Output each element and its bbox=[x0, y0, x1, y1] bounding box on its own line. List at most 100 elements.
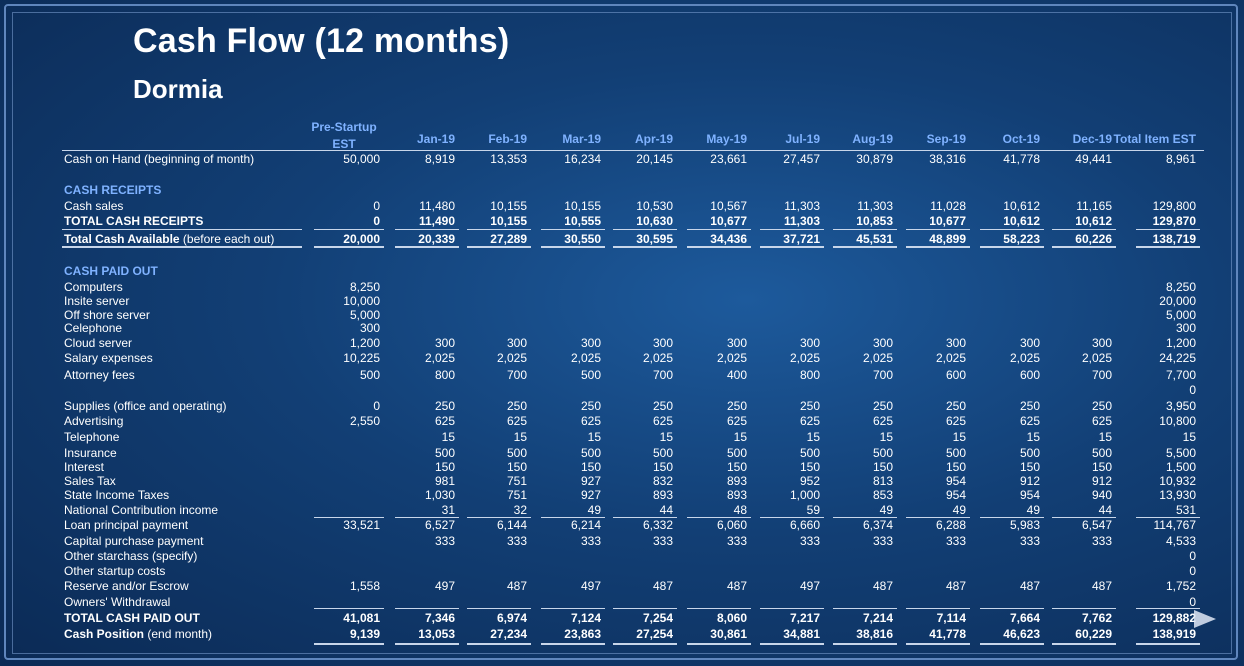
row-label: TOTAL CASH PAID OUT bbox=[64, 611, 200, 625]
row-label-text: Off shore server bbox=[64, 308, 150, 322]
table-cell: 8,919 bbox=[424, 152, 455, 166]
table-cell: 250 bbox=[434, 399, 455, 413]
table-cell: 114,767 bbox=[1153, 518, 1197, 532]
table-cell: 13,353 bbox=[490, 152, 527, 166]
table-cell: 27,234 bbox=[490, 627, 527, 641]
next-slide-arrow-icon bbox=[1194, 610, 1216, 628]
table-cell: 6,060 bbox=[716, 518, 747, 532]
row-label: Cash on Hand (beginning of month) bbox=[64, 152, 254, 166]
table-cell: 250 bbox=[652, 399, 673, 413]
table-cell: 487 bbox=[726, 579, 747, 593]
table-cell: 0 bbox=[373, 214, 380, 228]
row-label-text: Cash Position bbox=[64, 627, 145, 641]
subtotal-rule bbox=[1052, 229, 1116, 230]
table-cell: 129,800 bbox=[1152, 199, 1196, 213]
row-label-text: Interest bbox=[64, 460, 105, 474]
column-header: Oct-19 bbox=[1002, 132, 1040, 146]
table-cell: 30,595 bbox=[636, 232, 673, 246]
table-cell: 10,555 bbox=[564, 214, 601, 228]
table-cell: 7,700 bbox=[1165, 368, 1196, 382]
table-cell: 6,660 bbox=[789, 518, 820, 532]
total-rule bbox=[467, 643, 531, 645]
row-label-note: (before each out) bbox=[179, 232, 275, 246]
table-cell: 6,974 bbox=[496, 611, 527, 625]
table-cell: 34,881 bbox=[783, 627, 820, 641]
subtotal-rule bbox=[906, 608, 970, 609]
table-cell: 8,961 bbox=[1165, 152, 1196, 166]
table-cell: 15 bbox=[952, 430, 966, 444]
table-cell: 2,025 bbox=[1081, 351, 1112, 365]
subtotal-rule bbox=[980, 608, 1044, 609]
table-cell: 60,226 bbox=[1075, 232, 1112, 246]
table-cell: 2,025 bbox=[935, 351, 966, 365]
row-label: State Income Taxes bbox=[64, 488, 169, 502]
table-cell: 333 bbox=[872, 534, 893, 548]
table-cell: 7,124 bbox=[570, 611, 601, 625]
table-cell: 751 bbox=[506, 474, 527, 488]
table-cell: 300 bbox=[799, 336, 820, 350]
total-rule bbox=[314, 643, 384, 645]
table-cell: 150 bbox=[872, 460, 893, 474]
row-label: Other starchass (specify) bbox=[64, 549, 197, 563]
table-cell: 10,612 bbox=[1003, 199, 1040, 213]
next-slide-button[interactable] bbox=[1190, 604, 1220, 634]
table-cell: 24,225 bbox=[1159, 351, 1196, 365]
table-cell: 5,000 bbox=[1165, 308, 1196, 322]
table-cell: 10,677 bbox=[710, 214, 747, 228]
table-cell: 500 bbox=[652, 446, 673, 460]
table-cell: 531 bbox=[1175, 503, 1196, 517]
row-label-text: State Income Taxes bbox=[64, 488, 170, 502]
table-cell: 600 bbox=[945, 368, 966, 382]
row-label: Cash Position (end month) bbox=[64, 627, 212, 641]
table-cell: 300 bbox=[506, 336, 527, 350]
table-cell: 954 bbox=[945, 474, 966, 488]
table-cell: 625 bbox=[580, 414, 601, 428]
subtotal-rule bbox=[833, 608, 897, 609]
row-label-text: National Contribution income bbox=[64, 503, 219, 517]
total-rule bbox=[1136, 246, 1200, 248]
table-cell: 333 bbox=[799, 534, 820, 548]
row-label-text: Total Cash Available bbox=[64, 232, 180, 246]
table-cell: 9,139 bbox=[349, 627, 380, 641]
section-rule bbox=[906, 517, 970, 518]
table-cell: 15 bbox=[733, 430, 747, 444]
subtotal-rule bbox=[687, 229, 751, 230]
table-cell: 7,114 bbox=[936, 611, 966, 625]
table-cell: 800 bbox=[434, 368, 455, 382]
table-cell: 487 bbox=[945, 579, 966, 593]
total-rule bbox=[1052, 246, 1116, 248]
total-rule bbox=[541, 643, 605, 645]
table-cell: 700 bbox=[652, 368, 673, 382]
table-cell: 625 bbox=[1019, 414, 1040, 428]
table-cell: 13,053 bbox=[418, 627, 455, 641]
header-rule bbox=[62, 150, 1204, 151]
table-cell: 893 bbox=[726, 474, 747, 488]
row-label-text: Salary expenses bbox=[64, 351, 153, 365]
table-cell: 150 bbox=[506, 460, 527, 474]
table-cell: 1,200 bbox=[1165, 336, 1196, 350]
total-rule bbox=[1052, 643, 1116, 645]
total-rule bbox=[541, 246, 605, 248]
table-cell: 10,800 bbox=[1159, 414, 1196, 428]
table-cell: 954 bbox=[1019, 488, 1040, 502]
table-cell: 250 bbox=[726, 399, 747, 413]
total-rule bbox=[687, 246, 751, 248]
table-cell: 600 bbox=[1019, 368, 1040, 382]
table-cell: 300 bbox=[580, 336, 601, 350]
table-cell: 250 bbox=[580, 399, 601, 413]
table-cell: 300 bbox=[1019, 336, 1040, 350]
table-cell: 300 bbox=[726, 336, 747, 350]
table-cell: 500 bbox=[799, 446, 820, 460]
row-label: Celephone bbox=[64, 321, 122, 335]
column-header: Sep-19 bbox=[926, 132, 966, 146]
table-cell: 30,879 bbox=[856, 152, 893, 166]
table-cell: 32 bbox=[513, 503, 527, 517]
table-cell: 2,025 bbox=[1009, 351, 1040, 365]
table-cell: 1,030 bbox=[424, 488, 455, 502]
table-cell: 5,983 bbox=[1009, 518, 1040, 532]
table-cell: 58,223 bbox=[1003, 232, 1040, 246]
column-header: Jul-19 bbox=[785, 132, 820, 146]
table-cell: 27,254 bbox=[636, 627, 673, 641]
table-cell: 10,155 bbox=[490, 199, 527, 213]
